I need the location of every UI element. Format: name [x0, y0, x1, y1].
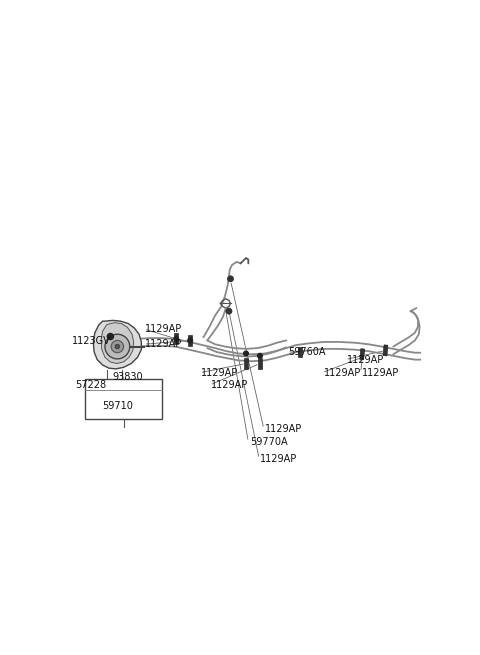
Text: 1129AP: 1129AP — [211, 380, 248, 390]
Text: 1129AP: 1129AP — [260, 454, 297, 464]
Text: 57228: 57228 — [75, 380, 107, 390]
Bar — [360, 348, 365, 360]
Bar — [244, 358, 248, 369]
Circle shape — [258, 354, 262, 358]
Circle shape — [228, 276, 233, 282]
Bar — [383, 345, 388, 356]
Text: 1129AP: 1129AP — [145, 324, 182, 334]
Polygon shape — [93, 320, 142, 369]
Bar — [188, 335, 192, 346]
Text: 1129AP: 1129AP — [265, 424, 302, 434]
Circle shape — [244, 351, 248, 356]
Bar — [174, 333, 178, 345]
Circle shape — [174, 337, 179, 341]
Text: 1129AP: 1129AP — [362, 367, 399, 378]
Text: 59710: 59710 — [103, 401, 133, 411]
Bar — [258, 358, 262, 369]
Circle shape — [115, 345, 120, 349]
Polygon shape — [101, 323, 133, 364]
Circle shape — [107, 333, 113, 340]
Bar — [85, 379, 162, 419]
Text: 1129AP: 1129AP — [201, 367, 238, 378]
Bar — [298, 346, 302, 358]
Circle shape — [105, 334, 130, 359]
Text: 93830: 93830 — [113, 372, 144, 383]
Circle shape — [188, 338, 192, 343]
Text: 1123GV: 1123GV — [72, 336, 110, 346]
Text: 1129AP: 1129AP — [145, 339, 182, 349]
Circle shape — [226, 309, 232, 314]
Text: 1129AP: 1129AP — [347, 354, 384, 365]
Text: 59770A: 59770A — [250, 437, 288, 447]
Text: 59760A: 59760A — [288, 347, 326, 357]
Circle shape — [111, 341, 123, 353]
Text: 1129AP: 1129AP — [324, 367, 361, 378]
